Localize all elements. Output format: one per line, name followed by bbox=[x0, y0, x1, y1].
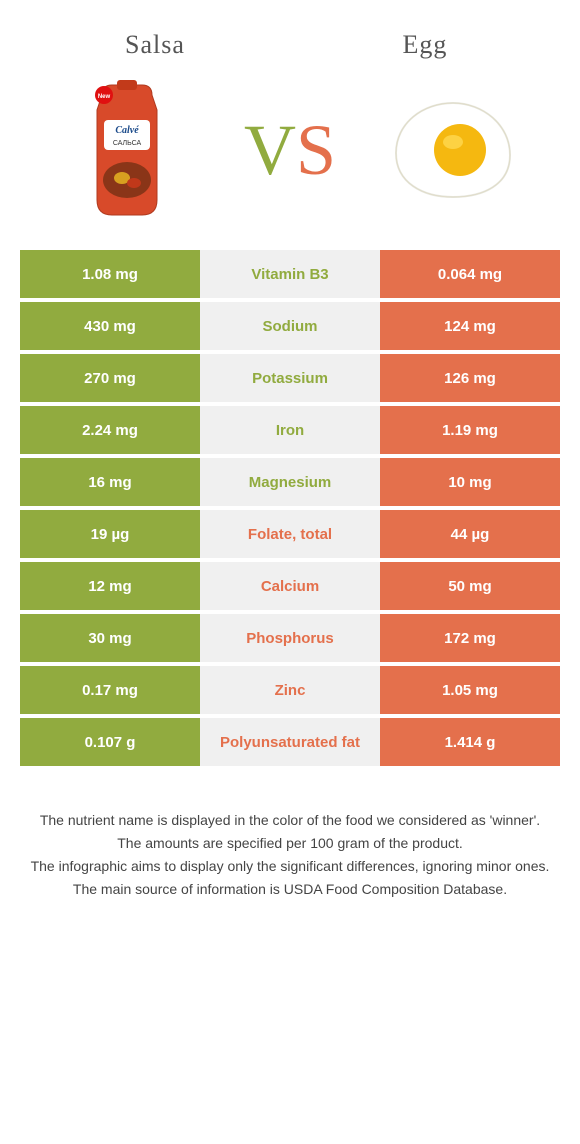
nutrient-name: Vitamin B3 bbox=[200, 250, 380, 302]
table-row: 16 mgMagnesium10 mg bbox=[20, 458, 560, 510]
nutrient-name: Phosphorus bbox=[200, 614, 380, 666]
table-row: 0.107 gPolyunsaturated fat1.414 g bbox=[20, 718, 560, 770]
nutrient-name: Sodium bbox=[200, 302, 380, 354]
table-row: 270 mgPotassium126 mg bbox=[20, 354, 560, 406]
value-left: 0.107 g bbox=[20, 718, 200, 770]
value-right: 0.064 mg bbox=[380, 250, 560, 302]
value-left: 2.24 mg bbox=[20, 406, 200, 458]
value-left: 12 mg bbox=[20, 562, 200, 614]
images-row: Calvé САЛЬСА New VS bbox=[0, 70, 580, 250]
salsa-image: Calvé САЛЬСА New bbox=[20, 80, 234, 220]
nutrient-table: 1.08 mgVitamin B30.064 mg430 mgSodium124… bbox=[0, 250, 580, 770]
footer-line: The nutrient name is displayed in the co… bbox=[30, 810, 550, 831]
egg-image bbox=[346, 95, 560, 205]
vs-s: S bbox=[296, 110, 336, 190]
nutrient-name: Magnesium bbox=[200, 458, 380, 510]
nutrient-name: Potassium bbox=[200, 354, 380, 406]
title-right: Egg bbox=[290, 30, 560, 60]
footer-line: The amounts are specified per 100 gram o… bbox=[30, 833, 550, 854]
value-left: 430 mg bbox=[20, 302, 200, 354]
value-left: 0.17 mg bbox=[20, 666, 200, 718]
table-row: 430 mgSodium124 mg bbox=[20, 302, 560, 354]
table-row: 19 µgFolate, total44 µg bbox=[20, 510, 560, 562]
value-left: 270 mg bbox=[20, 354, 200, 406]
svg-text:Calvé: Calvé bbox=[115, 125, 139, 136]
value-left: 19 µg bbox=[20, 510, 200, 562]
table-row: 0.17 mgZinc1.05 mg bbox=[20, 666, 560, 718]
nutrient-name: Folate, total bbox=[200, 510, 380, 562]
value-right: 10 mg bbox=[380, 458, 560, 510]
nutrient-name: Zinc bbox=[200, 666, 380, 718]
value-right: 172 mg bbox=[380, 614, 560, 666]
nutrient-name: Polyunsaturated fat bbox=[200, 718, 380, 770]
value-right: 1.05 mg bbox=[380, 666, 560, 718]
table-row: 2.24 mgIron1.19 mg bbox=[20, 406, 560, 458]
value-right: 1.19 mg bbox=[380, 406, 560, 458]
nutrient-name: Iron bbox=[200, 406, 380, 458]
footer-notes: The nutrient name is displayed in the co… bbox=[0, 770, 580, 922]
value-right: 124 mg bbox=[380, 302, 560, 354]
table-row: 30 mgPhosphorus172 mg bbox=[20, 614, 560, 666]
table-row: 1.08 mgVitamin B30.064 mg bbox=[20, 250, 560, 302]
fried-egg-icon bbox=[388, 95, 518, 205]
footer-line: The infographic aims to display only the… bbox=[30, 856, 550, 877]
nutrient-name: Calcium bbox=[200, 562, 380, 614]
header-row: Salsa Egg bbox=[0, 0, 580, 70]
value-right: 126 mg bbox=[380, 354, 560, 406]
table-row: 12 mgCalcium50 mg bbox=[20, 562, 560, 614]
value-right: 1.414 g bbox=[380, 718, 560, 770]
title-left: Salsa bbox=[20, 30, 290, 60]
value-left: 16 mg bbox=[20, 458, 200, 510]
svg-text:New: New bbox=[98, 94, 111, 100]
value-left: 1.08 mg bbox=[20, 250, 200, 302]
footer-line: The main source of information is USDA F… bbox=[30, 879, 550, 900]
value-left: 30 mg bbox=[20, 614, 200, 666]
svg-text:САЛЬСА: САЛЬСА bbox=[113, 140, 142, 147]
salsa-pouch-icon: Calvé САЛЬСА New bbox=[82, 80, 172, 220]
value-right: 44 µg bbox=[380, 510, 560, 562]
value-right: 50 mg bbox=[380, 562, 560, 614]
vs-v: V bbox=[244, 110, 296, 190]
vs-label: VS bbox=[234, 109, 346, 192]
